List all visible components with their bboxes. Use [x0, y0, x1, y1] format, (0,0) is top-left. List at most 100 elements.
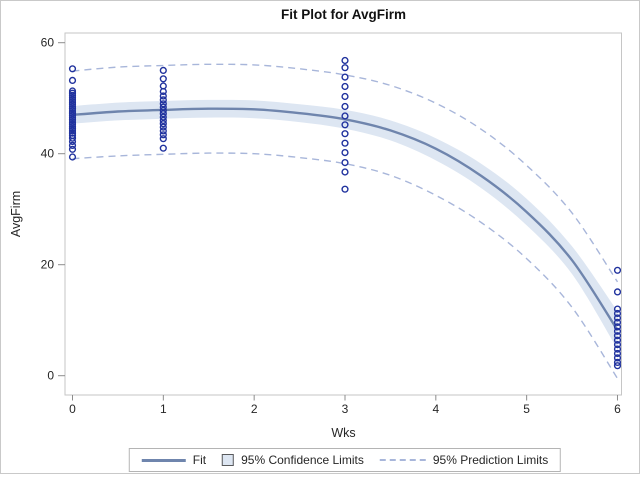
data-point-marker: [159, 66, 167, 75]
data-point-marker: [341, 139, 349, 147]
data-point-marker: [68, 100, 77, 108]
legend-item-confidence: 95% Confidence Limits: [222, 453, 364, 467]
y-tick-label: 20: [41, 258, 55, 272]
data-point-marker: [68, 122, 77, 131]
data-point-marker: [613, 314, 622, 322]
data-point-marker: [159, 87, 167, 96]
data-point-marker: [341, 92, 349, 101]
fit-line-swatch-icon: [141, 458, 186, 462]
data-point-marker: [68, 127, 77, 135]
data-point-marker: [159, 106, 167, 115]
x-axis-title: Wks: [331, 426, 356, 440]
legend-item-prediction: 95% Prediction Limits: [379, 453, 549, 467]
data-point-marker: [159, 100, 167, 108]
data-point-marker: [613, 327, 622, 335]
data-point-marker: [613, 354, 622, 362]
y-tick-label: 40: [41, 147, 55, 161]
data-point-marker: [341, 56, 349, 65]
data-point-marker: [68, 141, 77, 150]
x-tick-label: 0: [69, 402, 76, 416]
data-point-marker: [68, 109, 77, 117]
x-tick-label: 4: [432, 402, 439, 416]
plot-frame: [64, 32, 622, 396]
data-point-marker: [341, 112, 349, 120]
data-point-marker: [68, 91, 77, 100]
data-point-marker: [613, 266, 622, 274]
legend: Fit 95% Confidence Limits 95% Prediction…: [128, 448, 562, 472]
data-point-marker: [68, 102, 77, 111]
data-point-marker: [68, 120, 77, 128]
data-point-marker: [341, 82, 349, 91]
data-point-marker: [159, 103, 167, 111]
y-tick-label: 60: [41, 36, 55, 50]
data-point-marker: [68, 107, 77, 115]
data-point-marker: [613, 349, 622, 358]
data-point-marker: [341, 64, 349, 72]
data-point-marker: [613, 288, 622, 296]
legend-label-confidence: 95% Confidence Limits: [241, 453, 364, 467]
confidence-band-swatch-icon: [222, 454, 235, 466]
legend-label-fit: Fit: [192, 453, 207, 467]
data-point-marker: [68, 145, 77, 153]
data-point-marker: [68, 118, 77, 126]
data-point-marker: [613, 332, 622, 340]
chart-title: Fit Plot for AvgFirm: [281, 7, 406, 22]
data-point-marker: [613, 318, 622, 327]
x-tick-label: 5: [523, 402, 530, 416]
data-point-marker: [613, 345, 622, 353]
data-point-marker: [68, 134, 77, 142]
data-point-marker: [159, 127, 167, 135]
data-point-marker: [68, 76, 77, 85]
data-point-marker: [159, 135, 167, 143]
data-point-marker: [613, 309, 622, 318]
data-point-marker: [613, 336, 622, 344]
x-tick-label: 3: [342, 402, 349, 416]
x-tick-label: 1: [160, 402, 167, 416]
data-point-marker: [68, 89, 77, 97]
data-point-marker: [159, 116, 167, 125]
data-point-marker: [159, 131, 167, 139]
data-point-marker: [159, 92, 167, 100]
data-point-marker: [68, 87, 77, 95]
data-point-marker: [68, 129, 77, 137]
data-point-marker: [68, 105, 77, 113]
data-point-marker: [68, 96, 77, 104]
data-point-marker: [341, 130, 349, 138]
data-point-marker: [68, 137, 77, 146]
data-point-marker: [613, 323, 622, 331]
data-point-marker: [159, 75, 167, 83]
data-point-marker: [68, 113, 77, 122]
data-point-marker: [68, 116, 77, 124]
data-point-marker: [159, 96, 167, 104]
data-point-marker: [68, 93, 77, 102]
y-tick-label: 0: [47, 369, 54, 383]
data-point-marker: [68, 153, 77, 161]
prediction-line-swatch-icon: [379, 459, 426, 461]
x-tick-label: 6: [614, 402, 621, 416]
data-point-marker: [68, 65, 77, 73]
data-point-marker: [68, 125, 77, 133]
data-point-marker: [341, 149, 349, 157]
legend-item-fit: Fit: [141, 453, 207, 467]
data-point-marker: [159, 113, 167, 121]
data-point-marker: [341, 121, 349, 129]
data-point-marker: [613, 358, 622, 367]
data-point-marker: [341, 168, 349, 176]
data-point-marker: [159, 123, 167, 131]
data-point-marker: [341, 102, 349, 111]
data-point-marker: [159, 110, 167, 118]
legend-label-prediction: 95% Prediction Limits: [432, 453, 549, 467]
prediction-upper-line: [72, 63, 619, 283]
data-point-marker: [68, 111, 77, 120]
data-point-marker: [159, 144, 167, 152]
data-point-marker: [341, 159, 349, 167]
data-point-marker: [613, 362, 622, 370]
data-point-marker: [613, 341, 622, 349]
data-point-marker: [68, 98, 77, 106]
data-point-marker: [613, 305, 622, 313]
data-point-marker: [341, 185, 349, 193]
data-point-marker: [341, 73, 349, 81]
fit-line: [72, 107, 619, 331]
